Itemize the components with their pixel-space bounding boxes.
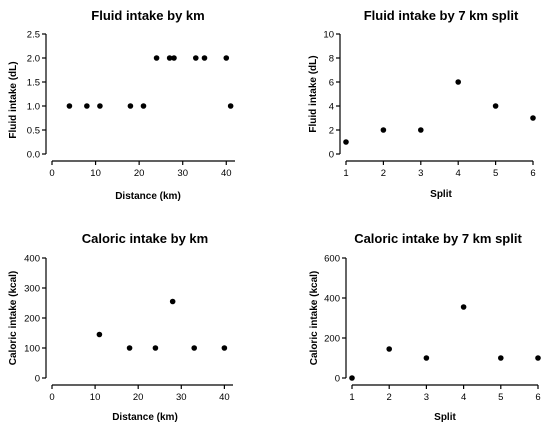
y-tick-label: 0 xyxy=(35,373,40,384)
panel-fluid-by-split: Fluid intake by 7 km split Split Fluid i… xyxy=(308,8,536,200)
data-point xyxy=(152,345,159,351)
x-tick-label: 1 xyxy=(343,168,348,179)
y-tick-label: 0.0 xyxy=(27,149,40,160)
y-tick-label: 6 xyxy=(329,77,334,88)
y-tick-label: 8 xyxy=(329,53,334,64)
y-axis-label: Caloric intake (kcal) xyxy=(309,271,320,365)
x-tick-label: 3 xyxy=(418,168,423,179)
chart-title: Fluid intake by 7 km split xyxy=(364,8,519,23)
x-tick-label: 2 xyxy=(387,392,392,403)
y-tick-label: 600 xyxy=(324,253,340,264)
x-tick-label: 4 xyxy=(456,168,461,179)
x-axis-label: Distance (km) xyxy=(112,412,178,423)
y-tick-label: 0.5 xyxy=(27,125,40,136)
data-point xyxy=(492,103,499,109)
data-point xyxy=(140,103,147,109)
data-point xyxy=(227,103,234,109)
y-tick-label: 1.5 xyxy=(27,77,40,88)
data-point xyxy=(97,103,103,109)
x-tick-label: 10 xyxy=(90,168,101,179)
x-tick-label: 5 xyxy=(498,392,503,403)
y-tick-label: 400 xyxy=(24,253,40,264)
data-point xyxy=(192,55,199,61)
x-axis-label: Split xyxy=(430,189,452,200)
x-tick-label: 30 xyxy=(176,392,187,403)
y-axis-label: Caloric intake (kcal) xyxy=(8,271,19,365)
x-tick-label: 6 xyxy=(535,392,540,403)
data-point xyxy=(221,345,228,351)
x-tick-label: 20 xyxy=(133,392,144,403)
x-tick-label: 30 xyxy=(177,168,188,179)
x-tick-label: 5 xyxy=(493,168,498,179)
data-point xyxy=(201,55,208,61)
y-tick-label: 400 xyxy=(324,293,340,304)
x-axis-label: Distance (km) xyxy=(115,191,181,202)
data-point xyxy=(84,103,90,109)
data-point xyxy=(343,139,349,145)
x-tick-label: 3 xyxy=(424,392,429,403)
data-point xyxy=(191,345,198,351)
data-point xyxy=(380,127,387,133)
data-point xyxy=(418,127,424,133)
data-point xyxy=(530,115,536,121)
y-axis-label: Fluid intake (dL) xyxy=(8,61,19,138)
x-tick-label: 10 xyxy=(90,392,101,403)
x-tick-label: 40 xyxy=(219,392,230,403)
data-point xyxy=(166,55,173,61)
chart-title: Caloric intake by km xyxy=(82,231,208,246)
data-point xyxy=(386,346,393,352)
data-point xyxy=(349,375,355,381)
x-tick-label: 40 xyxy=(221,168,232,179)
y-tick-label: 200 xyxy=(324,333,340,344)
y-tick-label: 2.5 xyxy=(27,29,40,40)
data-point xyxy=(423,355,430,361)
y-tick-label: 1.0 xyxy=(27,101,40,112)
x-tick-label: 1 xyxy=(349,392,354,403)
y-tick-label: 10 xyxy=(323,29,334,40)
chart-title: Caloric intake by 7 km split xyxy=(354,231,522,246)
x-tick-label: 2 xyxy=(381,168,386,179)
data-point xyxy=(66,103,73,109)
y-tick-label: 0 xyxy=(335,373,340,384)
x-tick-label: 0 xyxy=(49,168,54,179)
data-point xyxy=(171,55,177,61)
y-axis-label: Fluid intake (dL) xyxy=(308,55,319,132)
y-tick-label: 2.0 xyxy=(27,53,40,64)
y-tick-label: 2 xyxy=(329,125,334,136)
data-point xyxy=(127,103,134,109)
y-tick-label: 0 xyxy=(329,149,334,160)
panel-caloric-by-km: Caloric intake by km Distance (km) Calor… xyxy=(8,231,233,423)
y-tick-label: 200 xyxy=(24,313,40,324)
data-point xyxy=(460,304,467,310)
data-point xyxy=(223,55,230,61)
panel-fluid-by-km: Fluid intake by km Distance (km) Fluid i… xyxy=(8,8,235,202)
y-tick-label: 4 xyxy=(329,101,334,112)
x-tick-label: 0 xyxy=(49,392,54,403)
data-point xyxy=(169,298,176,305)
data-point xyxy=(126,345,133,351)
panel-caloric-by-split: Caloric intake by 7 km split Split Calor… xyxy=(309,231,541,423)
data-point xyxy=(498,355,504,361)
x-tick-label: 4 xyxy=(461,392,466,403)
chart-title: Fluid intake by km xyxy=(91,8,204,23)
x-axis-label: Split xyxy=(434,412,456,423)
data-point xyxy=(153,55,160,61)
y-tick-label: 300 xyxy=(24,283,40,294)
data-point xyxy=(96,331,103,338)
data-point xyxy=(455,79,462,85)
data-point xyxy=(535,355,541,361)
x-tick-label: 6 xyxy=(530,168,535,179)
x-tick-label: 20 xyxy=(134,168,145,179)
y-tick-label: 100 xyxy=(24,343,40,354)
